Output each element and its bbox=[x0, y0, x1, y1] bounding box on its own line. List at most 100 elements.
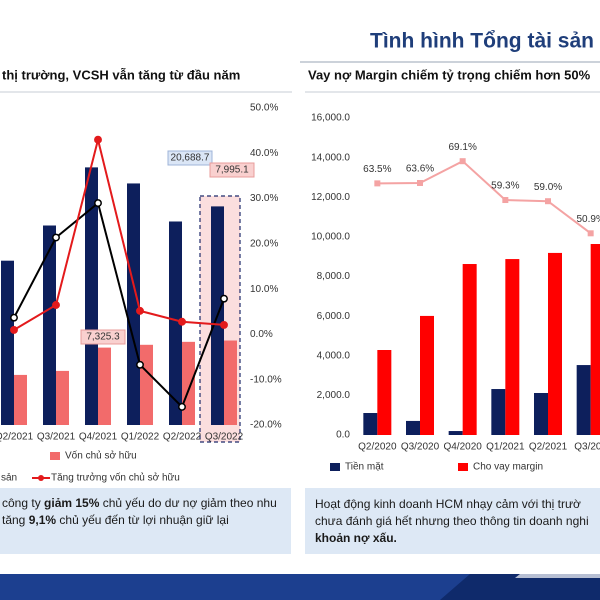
note-line: Hoạt động kinh doanh HCM nhạy cảm với th… bbox=[315, 497, 581, 511]
line-marker bbox=[178, 402, 186, 411]
value-label: 7,995.1 bbox=[215, 165, 249, 176]
line-marker bbox=[545, 198, 551, 205]
footer-stripe bbox=[515, 574, 600, 578]
line-marker bbox=[220, 320, 228, 329]
line-marker bbox=[374, 180, 381, 187]
bar bbox=[420, 315, 434, 435]
y-tick-label: 10,000.0 bbox=[311, 232, 350, 243]
label-box bbox=[167, 150, 213, 166]
value-label: 59.3% bbox=[491, 181, 519, 192]
x-tick-label: Q3/2022 bbox=[205, 432, 244, 443]
bar bbox=[406, 420, 420, 435]
legend-swatch bbox=[458, 463, 468, 471]
legend-label: Vốn chủ sở hữu bbox=[65, 450, 137, 462]
chart-title: thị trường, VCSH vẫn tăng từ đầu năm bbox=[2, 67, 240, 82]
value-label: 50.9% bbox=[576, 214, 600, 225]
note-run: tăng bbox=[2, 513, 29, 527]
line-marker bbox=[10, 313, 18, 322]
y2-tick-label: 40.0% bbox=[250, 148, 278, 159]
bar bbox=[182, 341, 195, 425]
bar bbox=[590, 244, 600, 435]
y-tick-label: 4,000.0 bbox=[317, 350, 351, 361]
value-label: 20,688.7 bbox=[171, 153, 210, 164]
legend-swatch bbox=[38, 475, 44, 481]
note-run: chưa đánh giá hết nhưng theo thông tin d… bbox=[315, 514, 589, 528]
y-tick-label: 16,000.0 bbox=[311, 113, 350, 124]
line-marker bbox=[10, 325, 18, 334]
value-label: 63.6% bbox=[406, 164, 434, 175]
note-run: Hoạt động kinh doanh HCM nhạy cảm với th… bbox=[315, 497, 581, 511]
x-tick-label: Q2/2020 bbox=[358, 442, 397, 453]
y2-tick-label: 50.0% bbox=[250, 103, 278, 114]
bar bbox=[576, 365, 591, 435]
line bbox=[13, 139, 225, 331]
note-run: chủ yếu đến từ lợi nhuận giữ lại bbox=[56, 513, 229, 527]
legend-label: Tăng trưởng vốn chủ sở hữu bbox=[51, 472, 180, 484]
value-label: 63.5% bbox=[363, 164, 391, 175]
line-marker bbox=[52, 301, 60, 309]
legend-swatch bbox=[330, 463, 340, 471]
x-tick-label: Q3/2020 bbox=[401, 442, 440, 453]
line-marker bbox=[502, 197, 509, 204]
x-tick-label: Q2/2021 bbox=[0, 432, 34, 443]
bar bbox=[43, 225, 56, 425]
bar bbox=[363, 413, 378, 435]
legend-label: sản bbox=[1, 473, 17, 484]
line bbox=[377, 159, 592, 235]
bar bbox=[56, 370, 69, 425]
bar bbox=[448, 431, 463, 435]
line-marker bbox=[220, 294, 228, 303]
x-tick-label: Q1/2022 bbox=[121, 432, 160, 443]
y2-tick-label: -10.0% bbox=[250, 374, 282, 385]
x-tick-label: Q4/2020 bbox=[443, 442, 482, 453]
line-marker bbox=[94, 199, 102, 208]
footer-stripe bbox=[0, 574, 470, 600]
note-line: tăng 9,1% chủ yếu đến từ lợi nhuận giữ l… bbox=[2, 513, 229, 527]
bar bbox=[491, 389, 506, 435]
legend-label: Cho vay margin bbox=[473, 462, 543, 473]
bar bbox=[224, 340, 237, 425]
line bbox=[13, 201, 225, 409]
note-line: chưa đánh giá hết nhưng theo thông tin d… bbox=[315, 514, 589, 528]
label-box bbox=[80, 329, 126, 345]
bar bbox=[548, 252, 562, 435]
bar bbox=[534, 392, 548, 435]
line-marker bbox=[587, 230, 594, 237]
line-marker bbox=[417, 179, 423, 186]
chart-title: Vay nợ Margin chiếm tỷ trọng chiếm hơn 5… bbox=[308, 67, 591, 82]
bar bbox=[377, 350, 392, 435]
y2-tick-label: 30.0% bbox=[250, 193, 278, 204]
note-run: khoản nợ xấu. bbox=[315, 531, 397, 545]
y-tick-label: 8,000.0 bbox=[317, 271, 351, 282]
note-run: giảm 15% bbox=[44, 496, 100, 510]
bar bbox=[505, 259, 520, 435]
y2-tick-label: -20.0% bbox=[250, 420, 282, 431]
bar bbox=[140, 344, 153, 425]
y2-tick-label: 20.0% bbox=[250, 238, 278, 249]
note-box bbox=[0, 488, 291, 554]
bar bbox=[169, 221, 182, 425]
note-line: khoản nợ xấu. bbox=[315, 531, 397, 545]
line-marker bbox=[136, 360, 144, 369]
bar bbox=[85, 167, 98, 425]
note-box bbox=[305, 488, 600, 554]
x-tick-label: Q3/2021 bbox=[37, 432, 76, 443]
bar bbox=[1, 260, 14, 425]
note-run: chủ yếu do dư nợ giảm theo nhu bbox=[99, 496, 276, 510]
line-marker bbox=[459, 158, 466, 165]
y2-tick-label: 0.0% bbox=[250, 329, 273, 340]
value-label: 69.1% bbox=[448, 142, 476, 153]
line-marker bbox=[178, 317, 186, 326]
legend-label: Tiền mặt bbox=[345, 461, 384, 473]
note-run: công ty bbox=[2, 496, 44, 510]
x-tick-label: Q1/2021 bbox=[486, 442, 525, 453]
bar bbox=[14, 374, 27, 425]
x-tick-label: Q2/2022 bbox=[163, 432, 202, 443]
line-marker bbox=[136, 306, 144, 315]
note-run: 9,1% bbox=[29, 513, 57, 527]
y-tick-label: 12,000.0 bbox=[311, 192, 350, 203]
x-tick-label: Q3/202 bbox=[574, 442, 600, 453]
y-tick-label: 6,000.0 bbox=[317, 311, 351, 322]
value-label: 59.0% bbox=[534, 182, 562, 193]
